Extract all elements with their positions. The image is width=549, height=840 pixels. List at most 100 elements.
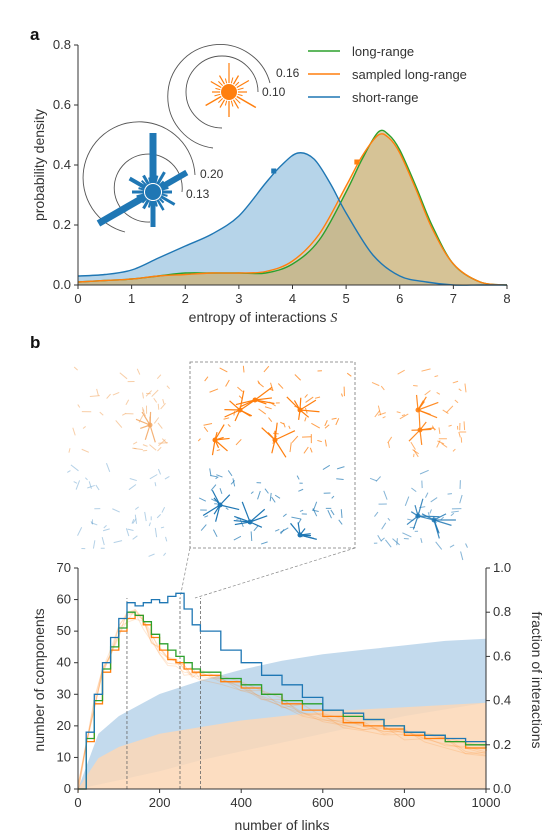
- network-link: [211, 489, 221, 506]
- network-link: [234, 521, 251, 526]
- x-tick-label: 200: [149, 795, 171, 810]
- network-link: [452, 380, 459, 384]
- network-link: [249, 515, 268, 523]
- polar-spoke: [232, 75, 240, 85]
- polar-spoke: [236, 95, 257, 109]
- network-link: [324, 439, 327, 447]
- network-link: [330, 509, 335, 516]
- panel-b-x-label: number of links: [235, 817, 330, 833]
- polar-spoke: [218, 98, 223, 103]
- network-link: [73, 366, 78, 371]
- polar-spoke: [205, 95, 222, 107]
- network-link: [157, 403, 160, 410]
- network-link: [304, 417, 307, 422]
- network-link: [225, 379, 230, 387]
- network-link: [425, 492, 429, 498]
- polar-spoke: [156, 171, 166, 185]
- network-link: [418, 409, 421, 431]
- network-link: [70, 464, 79, 472]
- network-link: [219, 367, 228, 373]
- polar-spoke: [161, 193, 168, 197]
- network-link: [240, 399, 256, 410]
- network-link: [132, 441, 138, 445]
- network-link: [381, 522, 387, 530]
- network-link: [274, 422, 278, 441]
- network-link: [254, 397, 273, 401]
- network-link: [239, 517, 244, 528]
- network-link: [149, 474, 158, 480]
- network-link: [72, 427, 76, 436]
- left-y-tick-label: 50: [57, 623, 71, 638]
- network-hub: [237, 407, 243, 413]
- panel-b-x-ticks: 0 200 400 600 800 1000: [74, 789, 500, 810]
- polar-spoke: [237, 93, 243, 97]
- network-link: [135, 418, 151, 426]
- y-tick-label: 0.8: [53, 37, 71, 52]
- network-link: [299, 399, 317, 411]
- network-link: [410, 441, 416, 450]
- components-line-short-range: [78, 592, 487, 790]
- network-link: [142, 444, 148, 447]
- network-link: [341, 393, 343, 397]
- network-hub: [417, 427, 423, 433]
- network-link: [263, 365, 270, 373]
- polar-spoke: [236, 79, 250, 89]
- network-link: [216, 474, 223, 478]
- polar-spoke: [138, 187, 145, 191]
- x-tick-label: 800: [394, 795, 416, 810]
- network-link: [99, 411, 104, 416]
- polar-spoke: [148, 177, 152, 184]
- panel-a-legend: long-range sampled long-range short-rang…: [308, 44, 467, 105]
- orange-polar-inset: 0.16 0.10: [167, 44, 300, 149]
- network-link: [95, 484, 100, 491]
- right-y-tick-label: 0.6: [493, 648, 511, 663]
- polar-spoke: [218, 81, 223, 86]
- polar-spoke: [215, 87, 221, 91]
- network-link: [197, 438, 201, 442]
- x-tick-label: 0: [74, 795, 81, 810]
- network-link: [203, 426, 209, 433]
- network-link: [162, 398, 165, 404]
- network-link: [460, 551, 464, 561]
- density-line-sampled-long-range: [77, 133, 508, 286]
- network-link: [134, 506, 139, 510]
- polar-spoke: [154, 175, 159, 184]
- network-link: [427, 512, 430, 516]
- network-link: [404, 496, 410, 507]
- network-link: [112, 508, 120, 513]
- density-fill-short-range: [78, 152, 507, 286]
- right-y-tick-label: 0.8: [493, 604, 511, 619]
- network-link: [142, 409, 146, 417]
- network-link: [209, 388, 219, 393]
- network-link: [141, 411, 151, 426]
- network-link: [163, 552, 167, 556]
- blue-ring-label-outer: 0.20: [200, 167, 224, 181]
- blue-inset-outer-ring: [82, 121, 196, 233]
- x-tick-label: 600: [312, 795, 334, 810]
- network-link: [377, 405, 382, 416]
- panel-b-left-y-ticks: 0 10 20 30 40 50 60 70: [57, 560, 78, 796]
- network-link: [283, 422, 286, 428]
- network-link: [459, 494, 463, 504]
- orange-inset-core: [221, 84, 237, 100]
- network-link: [335, 418, 340, 426]
- network-link: [241, 501, 251, 523]
- x-tick-label: 5: [343, 291, 350, 306]
- network-link: [436, 440, 441, 448]
- network-link: [382, 416, 386, 419]
- network-link: [131, 518, 135, 524]
- orange-ring-label-inner: 0.10: [262, 85, 286, 99]
- network-link: [413, 449, 419, 458]
- network-link: [211, 498, 217, 502]
- polar-spoke: [128, 176, 147, 190]
- network-link: [133, 447, 143, 451]
- network-link: [254, 386, 273, 401]
- network-link: [290, 522, 301, 536]
- network-link: [87, 484, 95, 489]
- network-link: [112, 391, 120, 396]
- network-link: [153, 397, 158, 403]
- left-y-tick-label: 10: [57, 749, 71, 764]
- network-link: [331, 417, 337, 420]
- network-link: [387, 436, 393, 444]
